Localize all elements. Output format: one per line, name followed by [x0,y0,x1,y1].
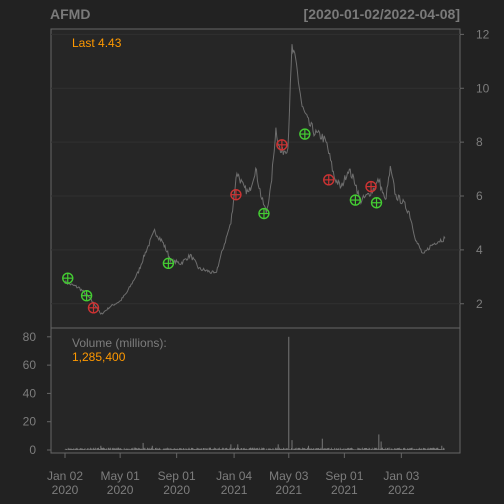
buy-marker [62,272,74,284]
volume-tick-label: 0 [29,443,36,457]
x-tick-year-label: 2022 [388,483,415,497]
buy-marker [258,207,270,220]
x-tick-year-label: 2021 [331,483,358,497]
x-tick-label: Jan 03 [383,469,419,483]
volume-tick-label: 60 [23,358,37,372]
trade-markers [62,128,383,314]
volume-label: Volume (millions): [72,336,167,350]
buy-marker [162,257,175,270]
price-tick-label: 10 [476,81,490,95]
price-line [64,44,446,315]
price-tick-label: 6 [476,189,483,203]
x-tick-year-label: 2020 [107,483,134,497]
chart-title: AFMD [50,6,90,22]
date-range: [2020-01-02/2022-04-08] [304,6,460,22]
volume-tick-label: 40 [23,386,37,400]
x-tick-label: Sep 01 [158,469,196,483]
volume-last-value: 1,285,400 [72,350,126,364]
last-price-label: Last 4.43 [72,36,122,50]
x-tick-label: Jan 04 [216,469,252,483]
x-tick-label: May 03 [269,469,309,483]
price-panel [50,28,461,329]
sell-marker [276,139,288,151]
x-tick-label: Jan 02 [47,469,83,483]
sell-marker [230,188,242,201]
volume-tick-label: 20 [23,415,37,429]
volume-tick-label: 80 [23,330,37,344]
buy-marker [370,197,383,209]
volume-axis: 0 20 40 60 80 [23,330,51,457]
volume-baseline-bars [64,447,445,450]
x-tick-year-label: 2021 [275,483,302,497]
buy-marker [299,128,311,140]
price-axis: 2 4 6 8 10 12 [460,27,490,311]
price-series [64,44,446,315]
volume-panel [50,327,461,454]
sell-marker [87,302,100,314]
volume-series [64,336,445,450]
price-tick-label: 2 [476,297,483,311]
sell-marker [323,174,335,186]
x-tick-year-label: 2020 [163,483,190,497]
x-tick-year-label: 2021 [221,483,248,497]
grid-lines [51,33,460,305]
buy-marker [349,194,362,206]
buy-marker [80,289,93,302]
x-tick-year-label: 2020 [52,483,79,497]
price-tick-label: 12 [476,27,490,41]
sell-marker [365,180,377,193]
price-tick-label: 4 [476,243,483,257]
x-tick-label: May 01 [100,469,140,483]
x-tick-label: Sep 01 [325,469,363,483]
price-tick-label: 8 [476,135,483,149]
